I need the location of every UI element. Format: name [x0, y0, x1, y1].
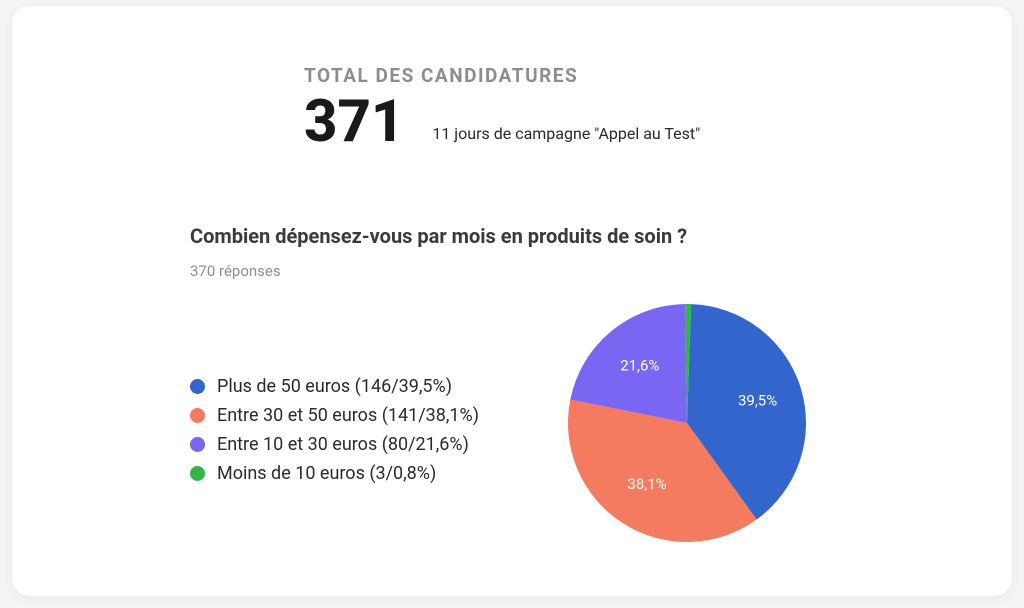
- stats-card: TOTAL DES CANDIDATURES 371 11 jours de c…: [12, 6, 1012, 596]
- legend-swatch: [190, 379, 205, 394]
- legend-item: Moins de 10 euros (3/0,8%): [190, 463, 479, 484]
- pie-legend: Plus de 50 euros (146/39,5%) Entre 30 et …: [190, 376, 479, 492]
- header-label: TOTAL DES CANDIDATURES: [304, 64, 700, 87]
- legend-label: Moins de 10 euros (3/0,8%): [217, 463, 436, 484]
- legend-swatch: [190, 408, 205, 423]
- pie-slice-label: 39,5%: [738, 392, 777, 410]
- responses-count: 370 réponses: [190, 262, 687, 280]
- pie-slice-label: 38,1%: [627, 475, 666, 493]
- pie-chart: 39,5% 38,1% 21,6%: [568, 304, 806, 542]
- legend-item: Entre 10 et 30 euros (80/21,6%): [190, 434, 479, 455]
- legend-label: Plus de 50 euros (146/39,5%): [217, 376, 452, 397]
- header-block: TOTAL DES CANDIDATURES 371 11 jours de c…: [304, 64, 700, 151]
- legend-swatch: [190, 466, 205, 481]
- pie-slice-label: 21,6%: [620, 356, 659, 374]
- header-row: 371 11 jours de campagne "Appel au Test": [304, 93, 700, 151]
- question-title: Combien dépensez-vous par mois en produi…: [190, 224, 687, 248]
- legend-swatch: [190, 437, 205, 452]
- legend-item: Entre 30 et 50 euros (141/38,1%): [190, 405, 479, 426]
- total-count: 371: [304, 93, 404, 151]
- legend-item: Plus de 50 euros (146/39,5%): [190, 376, 479, 397]
- legend-label: Entre 10 et 30 euros (80/21,6%): [217, 434, 469, 455]
- campaign-subtext: 11 jours de campagne "Appel au Test": [432, 124, 700, 143]
- question-block: Combien dépensez-vous par mois en produi…: [190, 224, 687, 280]
- legend-label: Entre 30 et 50 euros (141/38,1%): [217, 405, 479, 426]
